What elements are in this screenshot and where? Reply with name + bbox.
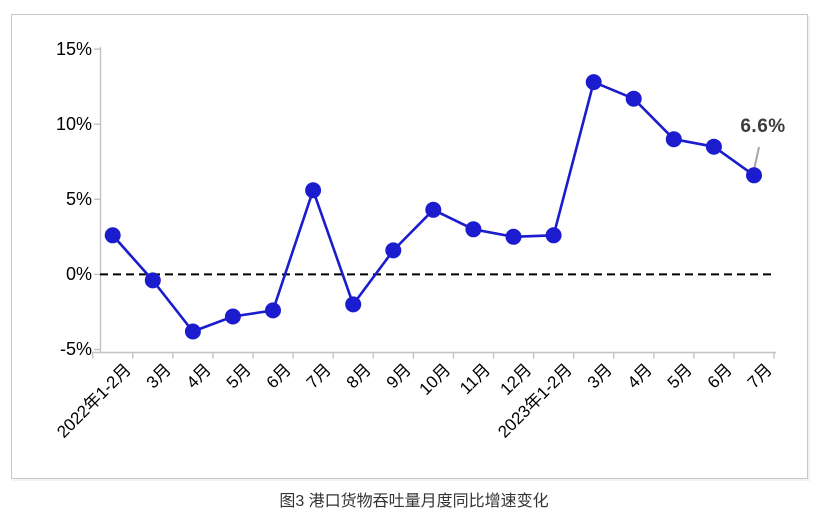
data-point-marker [705,138,722,155]
data-point-marker [425,201,442,218]
y-axis-tick-label: -5% [59,339,92,359]
data-point-marker [465,221,482,238]
y-axis-tick-label: 0% [65,264,92,284]
data-point-marker [385,242,402,259]
last-point-data-label: 6.6% [740,116,786,137]
data-point-marker [746,167,762,184]
chart-caption: 图3 港口货物吞吐量月度同比增速变化 [279,493,549,510]
data-point-marker [345,296,362,313]
data-point-marker [505,228,522,245]
y-axis-tick-label: 5% [65,189,92,209]
data-point-marker [665,131,682,148]
data-point-marker [104,227,121,244]
data-point-marker [224,308,241,325]
y-axis-tick-label: 15% [55,39,92,59]
chart-border [11,14,808,479]
y-axis-tick-label: 10% [55,114,92,134]
data-point-marker [265,302,281,319]
data-point-marker [305,182,322,199]
data-point-marker [585,74,602,91]
annotation-leader-line [753,146,760,171]
data-point-marker [625,90,642,107]
data-point-marker [545,227,562,244]
data-point-marker [184,323,201,340]
data-point-marker [144,272,161,289]
